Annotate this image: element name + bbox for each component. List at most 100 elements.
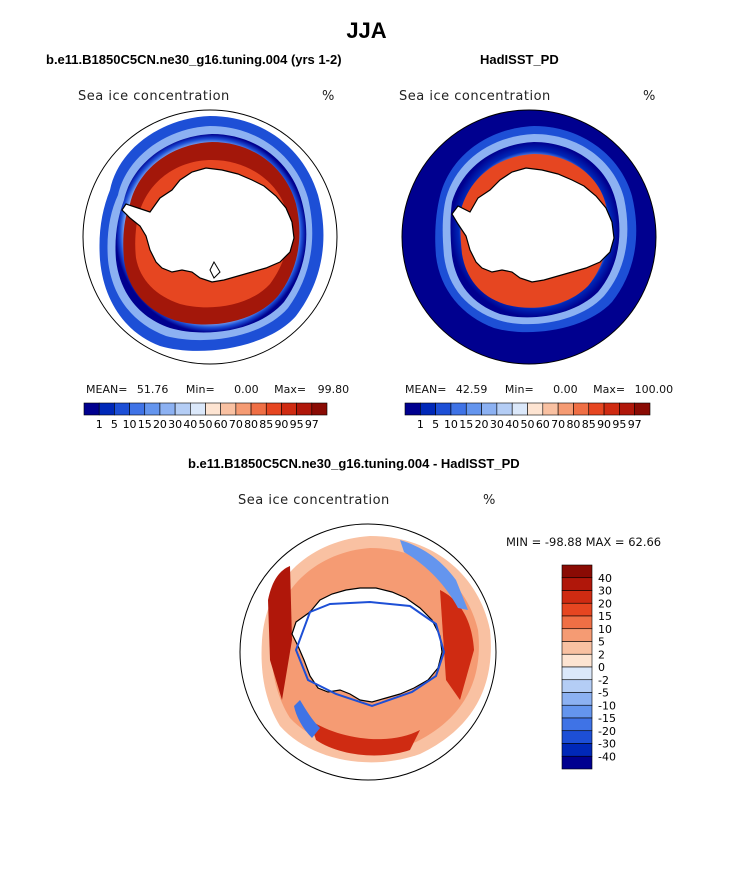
- colorbar-tick-label: 60: [536, 418, 550, 431]
- colorbar-swatch: [311, 402, 328, 416]
- model-stats: MEAN= 51.76 Min= 0.00 Max= 99.80: [86, 383, 349, 396]
- colorbar-swatch: [450, 402, 467, 416]
- obs-antarctica: [451, 167, 615, 283]
- colorbar-swatch: [144, 402, 161, 416]
- colorbar-swatch: [404, 402, 421, 416]
- colorbar-tick-label: 90: [274, 418, 288, 431]
- obs-mean: 42.59: [455, 383, 488, 396]
- colorbar-tick-label: 10: [444, 418, 458, 431]
- colorbar-swatch: [588, 402, 605, 416]
- colorbar-tick-label: 50: [199, 418, 213, 431]
- diff-antarctica: [291, 587, 443, 703]
- diff-panel-title: b.e11.B1850C5CN.ne30_g16.tuning.004 - Ha…: [188, 456, 520, 471]
- diff-colorbar-tick-label: -30: [598, 738, 616, 751]
- diff-colorbar-swatch: [561, 628, 593, 642]
- obs-max: 100.00: [634, 383, 674, 396]
- colorbar-tick-label: 15: [459, 418, 473, 431]
- diff-colorbar-swatch: [561, 743, 593, 757]
- model-max: 99.80: [317, 383, 350, 396]
- colorbar-swatch: [496, 402, 513, 416]
- colorbar-tick-label: 80: [566, 418, 580, 431]
- colorbar-swatch: [435, 402, 452, 416]
- colorbar-swatch: [98, 402, 115, 416]
- obs-colorbar: 1 5 10 15 20 30 40 50 60 70 80 85 90 95 97: [404, 402, 651, 431]
- colorbar-tick-label: 97: [305, 418, 319, 431]
- colorbar-swatch: [481, 402, 498, 416]
- colorbar-swatch: [235, 402, 252, 416]
- colorbar-swatch: [542, 402, 559, 416]
- colorbar-swatch: [250, 402, 267, 416]
- obs-min-label: Min=: [504, 383, 534, 396]
- diff-colorbar-swatch: [561, 615, 593, 630]
- colorbar-swatch: [420, 402, 436, 416]
- colorbar-tick-label: 10: [123, 418, 137, 431]
- diff-colorbar-tick-label: -15: [598, 712, 616, 725]
- model-panel-title: b.e11.B1850C5CN.ne30_g16.tuning.004 (yrs…: [46, 52, 342, 67]
- diff-colorbar-tick-label: -10: [598, 699, 616, 712]
- colorbar-swatch: [465, 402, 482, 416]
- colorbar-tick-label: 80: [244, 418, 258, 431]
- diff-colorbar-tick-label: -20: [598, 725, 616, 738]
- diff-colorbar-swatch: [561, 704, 593, 719]
- model-antarctica: [121, 167, 295, 283]
- diff-colorbar-swatch: [561, 679, 593, 693]
- colorbar-tick-label: 97: [628, 418, 642, 431]
- model-max-label: Max=: [274, 383, 307, 396]
- colorbar-tick-label: 40: [183, 418, 197, 431]
- diff-colorbar-tick-label: 10: [598, 623, 612, 636]
- model-min: 0.00: [234, 383, 259, 396]
- diff-colorbar-swatch: [561, 577, 593, 591]
- colorbar-swatch: [281, 402, 297, 416]
- obs-map: [401, 109, 657, 365]
- colorbar-swatch: [603, 402, 620, 416]
- diff-map: [239, 523, 497, 781]
- colorbar-swatch: [190, 402, 206, 416]
- colorbar-tick-label: 50: [521, 418, 535, 431]
- diff-colorbar-swatch: [561, 755, 593, 770]
- obs-mean-label: MEAN=: [405, 383, 447, 396]
- colorbar-swatch: [159, 402, 176, 416]
- colorbar-tick-label: 5: [111, 418, 118, 431]
- colorbar-swatch: [220, 402, 237, 416]
- colorbar-tick-label: 70: [551, 418, 565, 431]
- diff-colorbar-swatch: [561, 590, 593, 604]
- diff-colorbar-swatch: [561, 730, 593, 744]
- diff-colorbar-tick-label: -2: [598, 674, 609, 687]
- diff-field-label: Sea ice concentration: [238, 493, 390, 508]
- diff-colorbar-tick-label: 2: [598, 648, 605, 661]
- colorbar-tick-label: 30: [168, 418, 182, 431]
- colorbar-tick-label: 70: [229, 418, 243, 431]
- obs-units: %: [643, 89, 656, 104]
- colorbar-swatch: [634, 402, 651, 416]
- colorbar-tick-label: 85: [259, 418, 273, 431]
- diff-colorbar-swatch: [561, 717, 593, 732]
- diff-colorbar-swatch: [561, 602, 593, 617]
- diff-colorbar-swatch: [561, 641, 593, 655]
- colorbar-swatch: [205, 402, 221, 416]
- colorbar-swatch: [619, 402, 635, 416]
- colorbar-tick-label: 1: [417, 418, 424, 431]
- colorbar-tick-label: 20: [153, 418, 167, 431]
- obs-field-label: Sea ice concentration: [399, 89, 551, 104]
- colorbar-tick-label: 90: [597, 418, 611, 431]
- colorbar-swatch: [511, 402, 528, 416]
- colorbar-tick-label: 15: [138, 418, 152, 431]
- obs-max-label: Max=: [593, 383, 626, 396]
- diff-colorbar-tick-label: 0: [598, 661, 605, 674]
- colorbar-tick-label: 95: [290, 418, 304, 431]
- colorbar-swatch: [114, 402, 130, 416]
- colorbar-tick-label: 5: [432, 418, 439, 431]
- colorbar-swatch: [527, 402, 544, 416]
- obs-min: 0.00: [553, 383, 578, 396]
- model-map: [82, 109, 338, 365]
- figure-title: JJA: [346, 18, 387, 43]
- model-colorbar: 1 5 10 15 20 30 40 50 60 70 80 85 90 95 97: [83, 402, 328, 431]
- model-mean: 51.76: [136, 383, 169, 396]
- colorbar-swatch: [296, 402, 313, 416]
- model-units: %: [322, 89, 335, 104]
- model-min-label: Min=: [185, 383, 215, 396]
- colorbar-tick-label: 85: [582, 418, 596, 431]
- diff-colorbar-tick-label: 5: [598, 636, 605, 649]
- colorbar-swatch: [265, 402, 282, 416]
